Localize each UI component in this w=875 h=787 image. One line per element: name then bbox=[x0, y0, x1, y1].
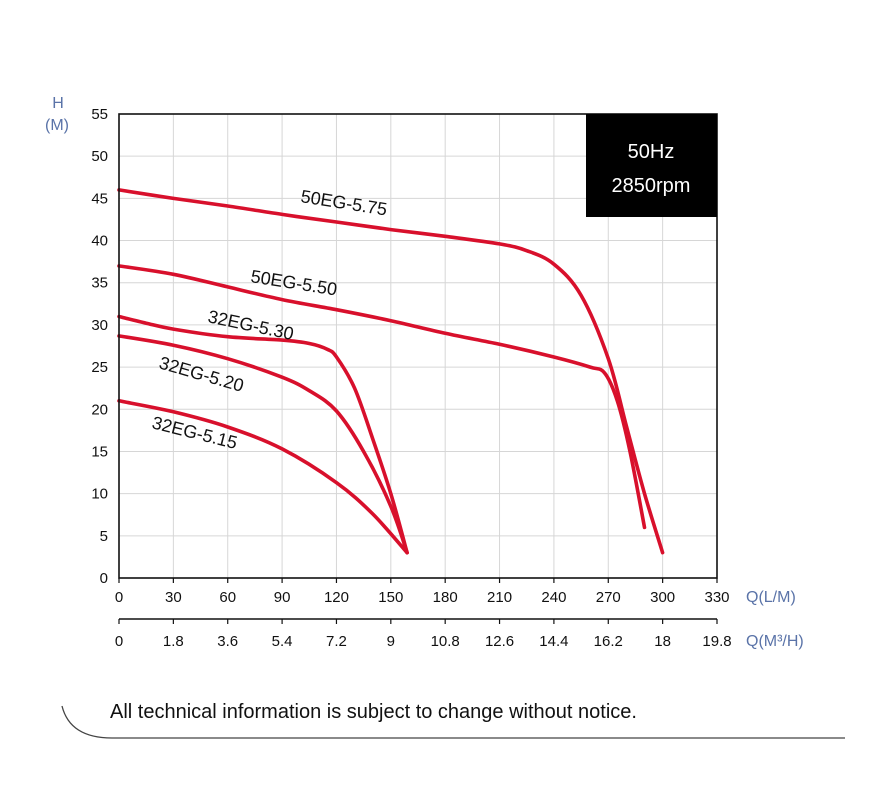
y-tick-label: 15 bbox=[91, 443, 108, 460]
x-secondary-tick-label: 14.4 bbox=[539, 633, 568, 650]
x-secondary-tick-label: 1.8 bbox=[163, 633, 184, 650]
curve-32eg-5-30 bbox=[117, 314, 409, 555]
curve-32eg-5-20 bbox=[117, 334, 409, 555]
x-primary-tick-label: 150 bbox=[378, 589, 403, 606]
x-secondary-tick-label: 10.8 bbox=[431, 633, 460, 650]
plot-border bbox=[118, 113, 718, 579]
x-secondary-tick-label: 9 bbox=[387, 633, 395, 650]
curve-label: 50EG-5.75 bbox=[299, 186, 388, 219]
y-axis-label-unit: (M) bbox=[45, 117, 69, 134]
notice-divider bbox=[61, 705, 845, 739]
badge-frequency: 50Hz bbox=[628, 141, 675, 163]
y-tick-label: 10 bbox=[91, 486, 108, 503]
x-primary-tick-label: 240 bbox=[541, 589, 566, 606]
x-primary-tick-label: 330 bbox=[704, 589, 729, 606]
x-secondary-tick-label: 0 bbox=[115, 633, 123, 650]
x-axis-label-secondary: Q(M³/H) bbox=[746, 633, 804, 650]
x-primary-tick-label: 120 bbox=[324, 589, 349, 606]
x-secondary-tick-label: 7.2 bbox=[326, 633, 347, 650]
notice-text: All technical information is subject to … bbox=[110, 701, 637, 723]
x-secondary-tick-label: 12.6 bbox=[485, 633, 514, 650]
x-primary-tick-label: 270 bbox=[596, 589, 621, 606]
y-tick-label: 5 bbox=[100, 528, 108, 545]
x-secondary-tick-label: 16.2 bbox=[594, 633, 623, 650]
x-primary-tick-label: 30 bbox=[165, 589, 182, 606]
y-tick-label: 45 bbox=[91, 190, 108, 207]
x-primary-tick-label: 60 bbox=[219, 589, 236, 606]
y-tick-label: 50 bbox=[91, 148, 108, 165]
y-tick-label: 30 bbox=[91, 317, 108, 334]
y-tick-label: 35 bbox=[91, 275, 108, 292]
badge-rpm: 2850rpm bbox=[612, 175, 691, 197]
x-primary-tick-label: 210 bbox=[487, 589, 512, 606]
x-primary-tick-labels: 0 30 60 90 120 150 180 210 240 270 300 330 bbox=[115, 589, 730, 606]
speed-badge: 50Hz 2850rpm bbox=[586, 114, 717, 217]
x-secondary-tick-label: 18 bbox=[654, 633, 671, 650]
y-tick-labels: 0 5 10 15 20 25 30 35 40 45 50 55 bbox=[91, 106, 108, 587]
speed-badge-background bbox=[586, 114, 717, 217]
x-secondary-tick-label: 3.6 bbox=[217, 633, 238, 650]
curve-32eg-5-15 bbox=[117, 399, 409, 555]
x-primary-tick-label: 180 bbox=[433, 589, 458, 606]
y-tick-label: 55 bbox=[91, 106, 108, 123]
curve-50eg-5-50 bbox=[117, 264, 647, 530]
y-axis-label-h: H bbox=[52, 95, 64, 112]
curves bbox=[117, 188, 665, 555]
y-tick-label: 20 bbox=[91, 401, 108, 418]
x-primary-tick-label: 90 bbox=[274, 589, 291, 606]
curve-labels: 50EG-5.7550EG-5.5032EG-5.3032EG-5.2032EG… bbox=[150, 186, 388, 453]
x-primary-tick-label: 300 bbox=[650, 589, 675, 606]
y-tick-label: 40 bbox=[91, 233, 108, 250]
y-tick-label: 25 bbox=[91, 359, 108, 376]
x-secondary-tick-labels: 0 1.8 3.6 5.4 7.2 9 10.8 12.6 14.4 16.2 18 19.8 bbox=[115, 633, 732, 650]
x-primary-tick-label: 0 bbox=[115, 589, 123, 606]
grid bbox=[119, 114, 717, 578]
plot-frame bbox=[118, 113, 718, 624]
x-secondary-tick-label: 5.4 bbox=[272, 633, 293, 650]
x-secondary-tick-label: 19.8 bbox=[702, 633, 731, 650]
y-tick-label: 0 bbox=[100, 570, 108, 587]
x-axis-label-primary: Q(L/M) bbox=[746, 589, 796, 606]
curve-50eg-5-75 bbox=[117, 188, 665, 555]
